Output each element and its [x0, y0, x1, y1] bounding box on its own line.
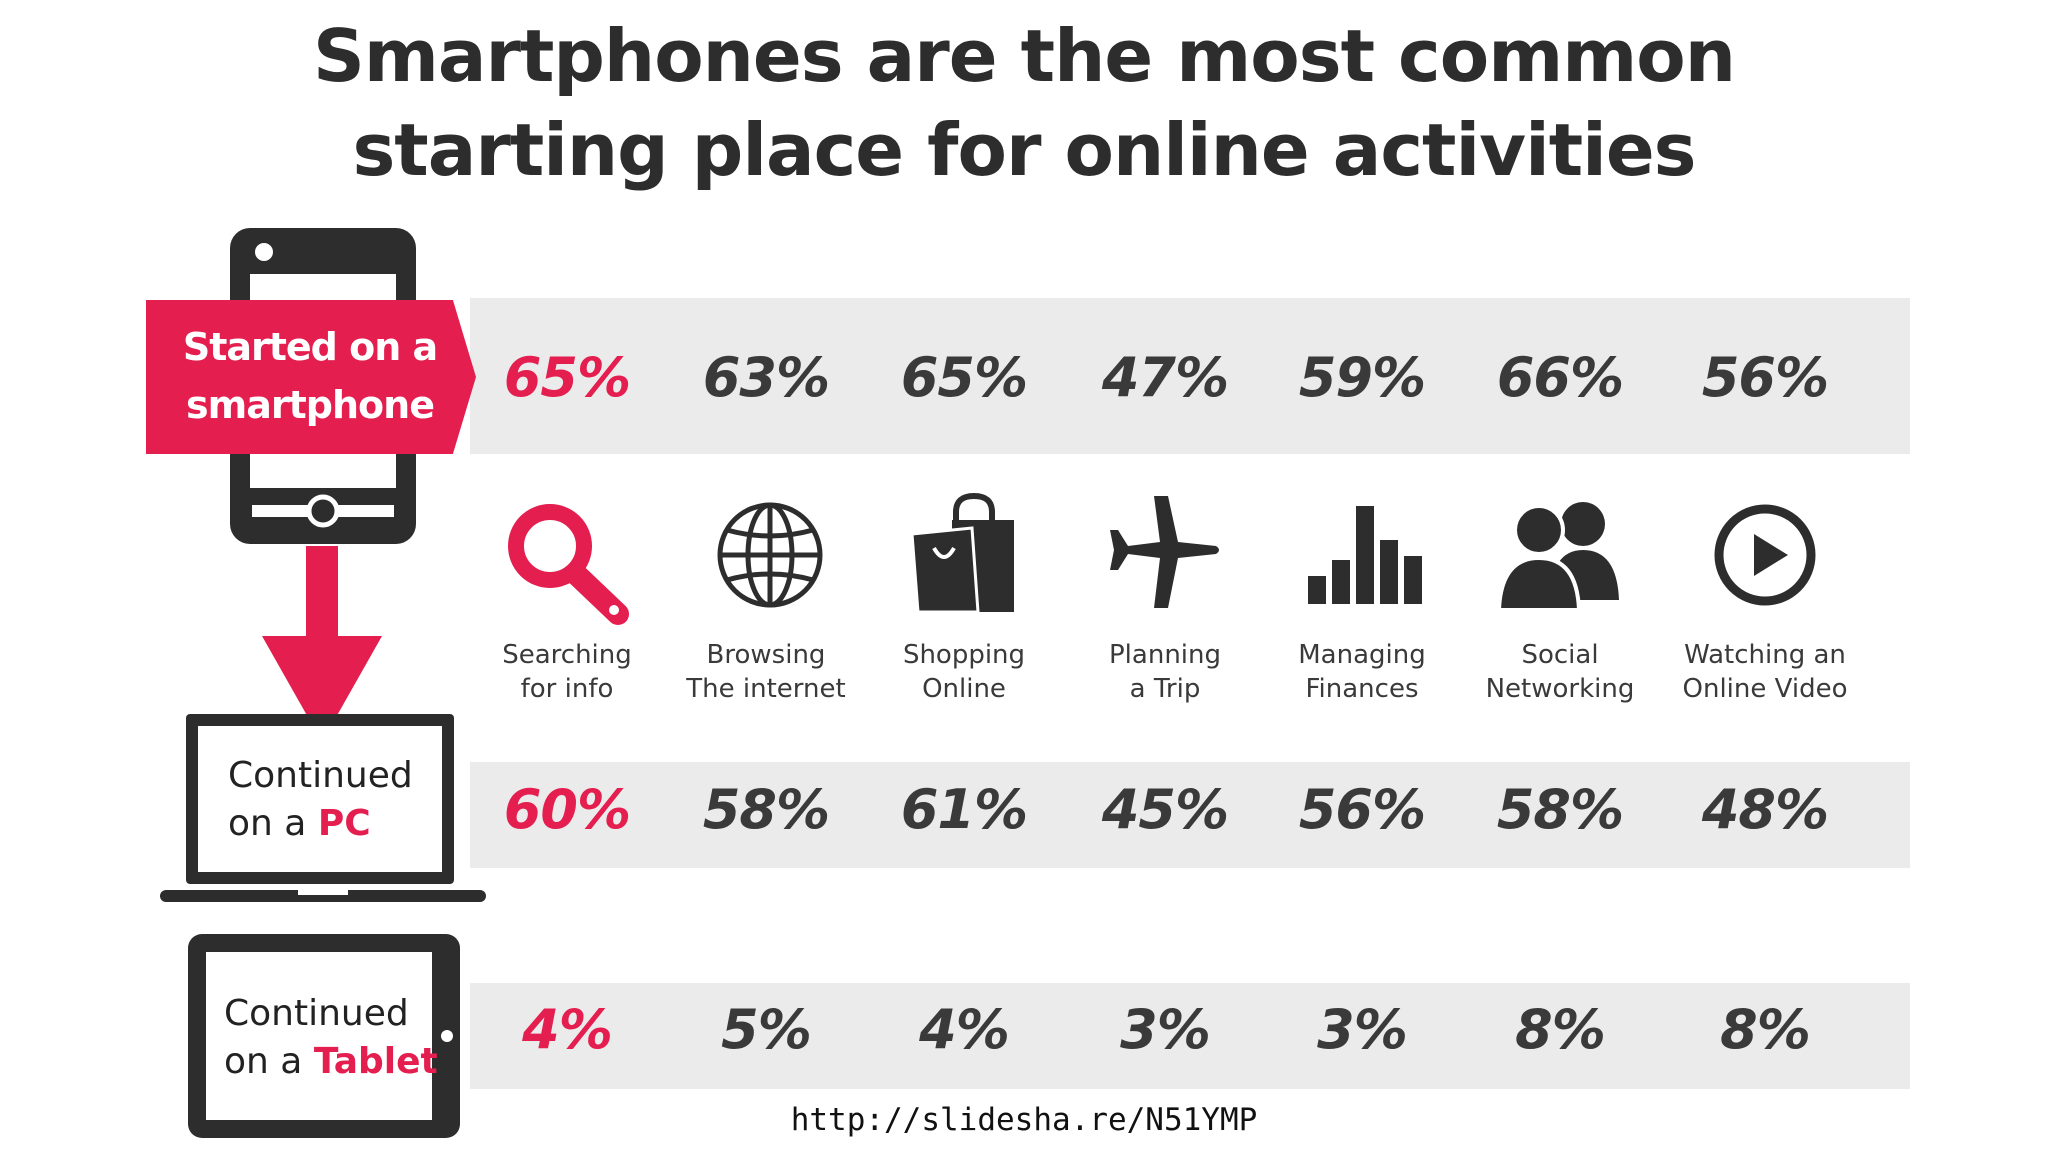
- value-smartphone-1: 65%: [503, 346, 631, 409]
- value-smartphone-2: 63%: [702, 346, 830, 409]
- value-smartphone-7: 56%: [1701, 346, 1829, 409]
- category-label-line: a Trip: [1129, 674, 1201, 704]
- continued-pc-on: on a: [228, 803, 307, 844]
- category-label-line: Managing: [1298, 640, 1426, 670]
- people-icon: [1496, 502, 1619, 612]
- category-label-line: Searching: [502, 640, 632, 670]
- category-label-line: Shopping: [902, 640, 1026, 670]
- value-pc-5: 56%: [1298, 778, 1426, 841]
- value-tablet-6: 8%: [1515, 998, 1606, 1061]
- value-pc-6: 58%: [1496, 778, 1624, 841]
- laptop-icon: [160, 714, 486, 902]
- category-label-7: Watching an Online Video: [1655, 638, 1875, 706]
- continued-tablet-label: Continued on a Tablet: [224, 990, 438, 1086]
- category-label-line: Networking: [1485, 674, 1635, 704]
- play-icon: [1714, 504, 1816, 606]
- category-label-line: Planning: [1109, 640, 1221, 670]
- value-tablet-5: 3%: [1317, 998, 1408, 1061]
- tablet-icon: [188, 934, 460, 1138]
- value-tablet-1: 4%: [522, 998, 613, 1061]
- category-label-line: Social: [1521, 640, 1599, 670]
- category-label-line: Online: [922, 674, 1006, 704]
- row-band-pc: [470, 762, 1910, 868]
- value-smartphone-4: 47%: [1101, 346, 1229, 409]
- started-smartphone-label: Started on a smartphone: [182, 325, 438, 427]
- category-label-line: for info: [520, 674, 614, 704]
- airplane-icon: [1110, 496, 1219, 608]
- category-label-4: Planning a Trip: [1055, 638, 1275, 706]
- value-pc-3: 61%: [900, 778, 1028, 841]
- category-label-2: Browsing The internet: [656, 638, 876, 706]
- continued-tablet-device: Tablet: [313, 1041, 438, 1082]
- row-band-smartphone: [470, 298, 1910, 454]
- continued-pc-label: Continued on a PC: [228, 752, 413, 848]
- value-pc-2: 58%: [702, 778, 830, 841]
- category-label-line: Browsing: [706, 640, 826, 670]
- value-tablet-7: 8%: [1720, 998, 1811, 1061]
- continued-tablet-on: on a: [224, 1041, 303, 1082]
- value-pc-4: 45%: [1101, 778, 1229, 841]
- category-label-line: Online Video: [1682, 674, 1848, 704]
- search-icon: [508, 504, 629, 625]
- value-tablet-3: 4%: [919, 998, 1010, 1061]
- category-label-5: Managing Finances: [1252, 638, 1472, 706]
- row-band-tablet: [470, 983, 1910, 1089]
- value-smartphone-6: 66%: [1496, 346, 1624, 409]
- value-pc-1: 60%: [503, 778, 631, 841]
- continued-tablet-prefix: Continued: [224, 993, 409, 1034]
- category-label-line: Finances: [1305, 674, 1419, 704]
- value-smartphone-3: 65%: [900, 346, 1028, 409]
- source-url: http://slidesha.re/N51YMP: [790, 1102, 1258, 1138]
- category-label-3: Shopping Online: [854, 638, 1074, 706]
- category-label-line: Watching an: [1684, 640, 1846, 670]
- continued-pc-prefix: Continued: [228, 755, 413, 796]
- continued-pc-device: PC: [317, 803, 371, 844]
- value-tablet-4: 3%: [1120, 998, 1211, 1061]
- title-line-1: Smartphones are the most common: [313, 14, 1736, 98]
- arrow-down-icon: [262, 546, 382, 742]
- category-label-1: Searching for info: [457, 638, 677, 706]
- started-smartphone-tag: [146, 300, 476, 454]
- value-tablet-2: 5%: [721, 998, 812, 1061]
- title-line-2: starting place for online activities: [352, 108, 1696, 192]
- shopping-bag-icon: [910, 492, 1014, 614]
- globe-icon: [717, 502, 823, 608]
- category-label-line: The internet: [686, 674, 846, 704]
- value-pc-7: 48%: [1701, 778, 1829, 841]
- bar-chart-icon: [1308, 506, 1422, 604]
- category-label-6: Social Networking: [1450, 638, 1670, 706]
- value-smartphone-5: 59%: [1298, 346, 1426, 409]
